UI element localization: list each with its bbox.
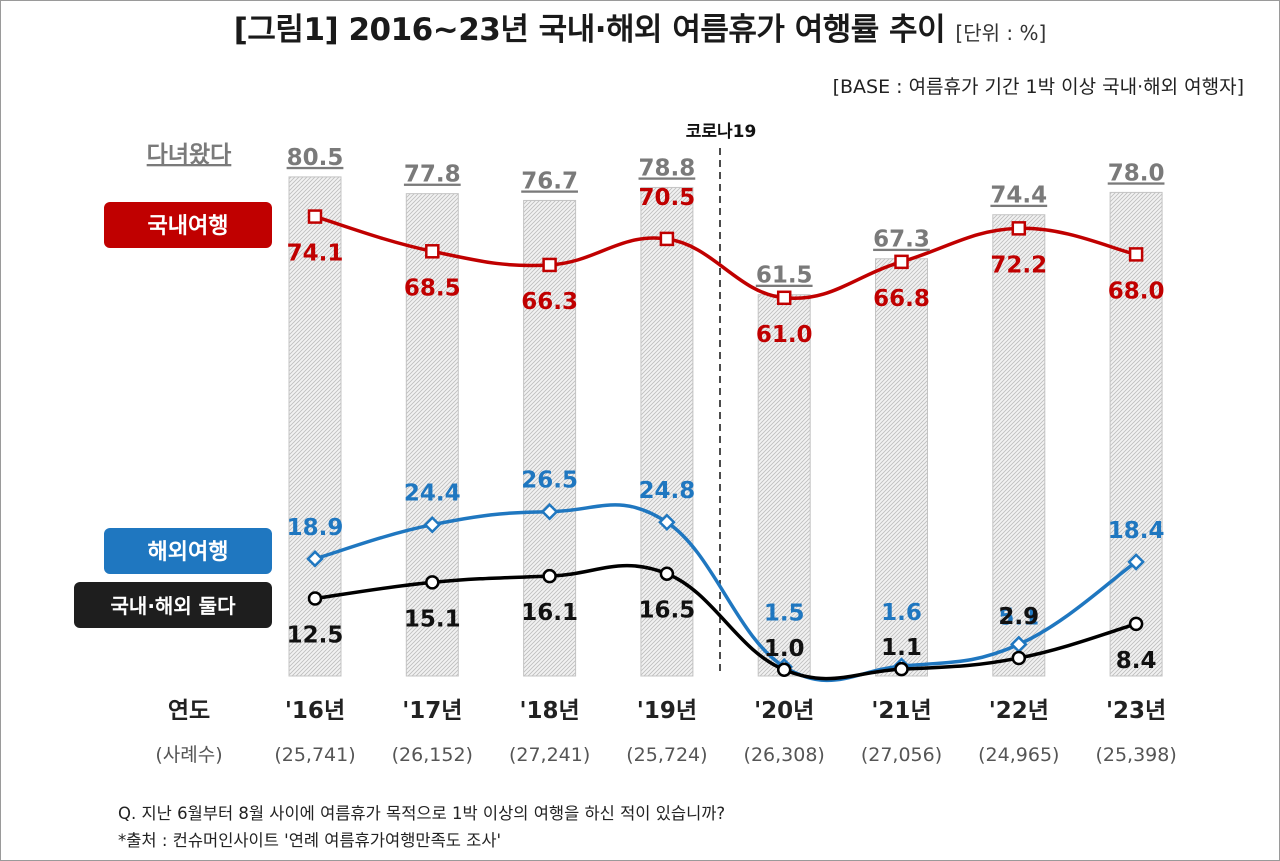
series-1-label-7: 18.4: [1108, 518, 1165, 544]
x-axis-label: 연도: [168, 698, 210, 724]
series-0-point-3: [659, 231, 675, 247]
series-2-point-0: [307, 591, 323, 606]
series-2-point-5: [894, 661, 909, 677]
bar-7: [1109, 191, 1163, 677]
series-2-point-7: [1128, 616, 1144, 632]
series-1-point-2: [540, 502, 559, 521]
series-2-point-2: [542, 568, 557, 584]
x-tick-0: '16년: [285, 698, 345, 724]
footnote-source: *출처 : 컨슈머인사이트 '연례 여름휴가여행만족도 조사': [118, 831, 502, 850]
series-1-point-0: [306, 550, 324, 568]
legend-domestic-box: [104, 202, 272, 248]
bar-3: [640, 186, 694, 677]
sample-size-1: (26,152): [392, 744, 473, 766]
series-0-point-7: [1128, 247, 1144, 262]
series-0-point-6: [1011, 221, 1027, 236]
sample-size-0: (25,741): [274, 744, 355, 766]
sample-size-3: (25,724): [626, 744, 707, 766]
x-tick-4: '20년: [754, 698, 814, 724]
bar-1: [405, 193, 459, 677]
sample-size-4: (26,308): [744, 744, 825, 766]
series-2-label-4: 1.0: [764, 636, 805, 662]
series-0-label-2: 66.3: [521, 289, 578, 315]
series-0-label-0: 74.1: [287, 241, 344, 267]
bar-label-5: 67.3: [873, 227, 930, 253]
unit-label: [단위 : %]: [955, 21, 1047, 45]
sample-size-5: (27,056): [861, 744, 942, 766]
series-0-label-7: 68.0: [1108, 278, 1165, 304]
series-2-label-7: 8.4: [1116, 648, 1157, 674]
series-2-point-1: [425, 575, 440, 590]
series-2-label-3: 16.5: [639, 598, 696, 624]
bar-label-7: 78.0: [1108, 160, 1165, 186]
series-1-point-3: [658, 513, 676, 532]
bar-label-4: 61.5: [756, 263, 813, 289]
series-line-1: [314, 503, 1138, 683]
series-1-point-7: [1127, 553, 1145, 571]
series-0-point-2: [542, 257, 557, 273]
bar-2: [523, 199, 577, 677]
series-0-point-1: [425, 244, 440, 259]
legend-both: 국내·해외 둘다: [111, 594, 237, 618]
series-1-label-5: 1.6: [881, 600, 922, 626]
x-tick-3: '19년: [637, 698, 697, 724]
legend-bars: 다녀왔다: [147, 142, 232, 168]
x-tick-6: '22년: [989, 698, 1049, 724]
series-2-point-6: [1011, 650, 1027, 666]
footnote-question: Q. 지난 6월부터 8월 사이에 여름휴가 목적으로 1박 이상의 여행을 하…: [118, 804, 726, 823]
series-2-label-2: 16.1: [521, 600, 578, 626]
chart: 코로나19 80.5 77.8 76.7 78.8 61.5 67.3 74.4 78.0 74…: [74, 122, 1177, 766]
series-1-label-2: 26.5: [521, 468, 578, 494]
bar-label-2: 76.7: [521, 168, 578, 194]
chart-title: [그림1] 2016~23년 국내·해외 여름휴가 여행률 추이 [단위 : %…: [0, 4, 1280, 49]
series-1-point-1: [423, 515, 442, 534]
bar-label-3: 78.8: [639, 155, 696, 181]
series-2-point-3: [659, 566, 675, 581]
series-1-label-0: 18.9: [287, 515, 344, 541]
legend-overseas-box: [104, 528, 272, 574]
series-2-label-6: 2.9: [998, 604, 1039, 630]
sample-size-2: (27,241): [509, 744, 590, 766]
series-2-label-5: 1.1: [881, 635, 922, 661]
series-1-label-6: 5.1: [998, 604, 1039, 630]
covid-annotation: 코로나19: [686, 122, 757, 142]
series-0-point-4: [776, 290, 792, 306]
series-1-label-4: 1.5: [764, 601, 805, 627]
footnote: Q. 지난 6월부터 8월 사이에 여름휴가 목적으로 1박 이상의 여행을 하…: [118, 800, 725, 854]
legend-overseas: 해외여행: [148, 540, 229, 565]
x-tick-7: '23년: [1106, 698, 1166, 724]
sample-size-7: (25,398): [1095, 744, 1176, 766]
series-2-label-0: 12.5: [287, 623, 344, 649]
series-line-0: [314, 214, 1137, 301]
x-tick-5: '21년: [871, 698, 931, 724]
x-tick-2: '18년: [519, 698, 579, 724]
bar-6: [992, 214, 1046, 677]
base-note: [BASE : 여름휴가 기간 1박 이상 국내·해외 여행자]: [832, 76, 1244, 98]
bar-label-1: 77.8: [404, 162, 461, 188]
series-0-label-6: 72.2: [990, 252, 1047, 278]
series-1-label-1: 24.4: [404, 481, 461, 507]
series-line-2: [314, 563, 1137, 681]
bar-label-0: 80.5: [287, 145, 344, 171]
x-tick-1: '17년: [402, 698, 462, 724]
legend-domestic: 국내여행: [148, 214, 229, 239]
sample-size-label: (사례수): [155, 744, 222, 766]
chart-title-text: [그림1] 2016~23년 국내·해외 여름휴가 여행률 추이: [233, 12, 946, 48]
legend-both-box: [74, 582, 272, 628]
series-0-label-5: 66.8: [873, 286, 930, 312]
series-0-label-1: 68.5: [404, 275, 461, 301]
series-2-point-4: [776, 662, 792, 678]
series-0-point-5: [894, 254, 909, 270]
series-0-label-3: 70.5: [639, 185, 696, 211]
sample-size-6: (24,965): [978, 744, 1059, 766]
bar-label-6: 74.4: [990, 183, 1047, 209]
series-2-label-1: 15.1: [404, 606, 461, 632]
series-0-label-4: 61.0: [756, 322, 813, 348]
series-0-point-0: [307, 209, 323, 224]
series-1-label-3: 24.8: [639, 478, 696, 504]
